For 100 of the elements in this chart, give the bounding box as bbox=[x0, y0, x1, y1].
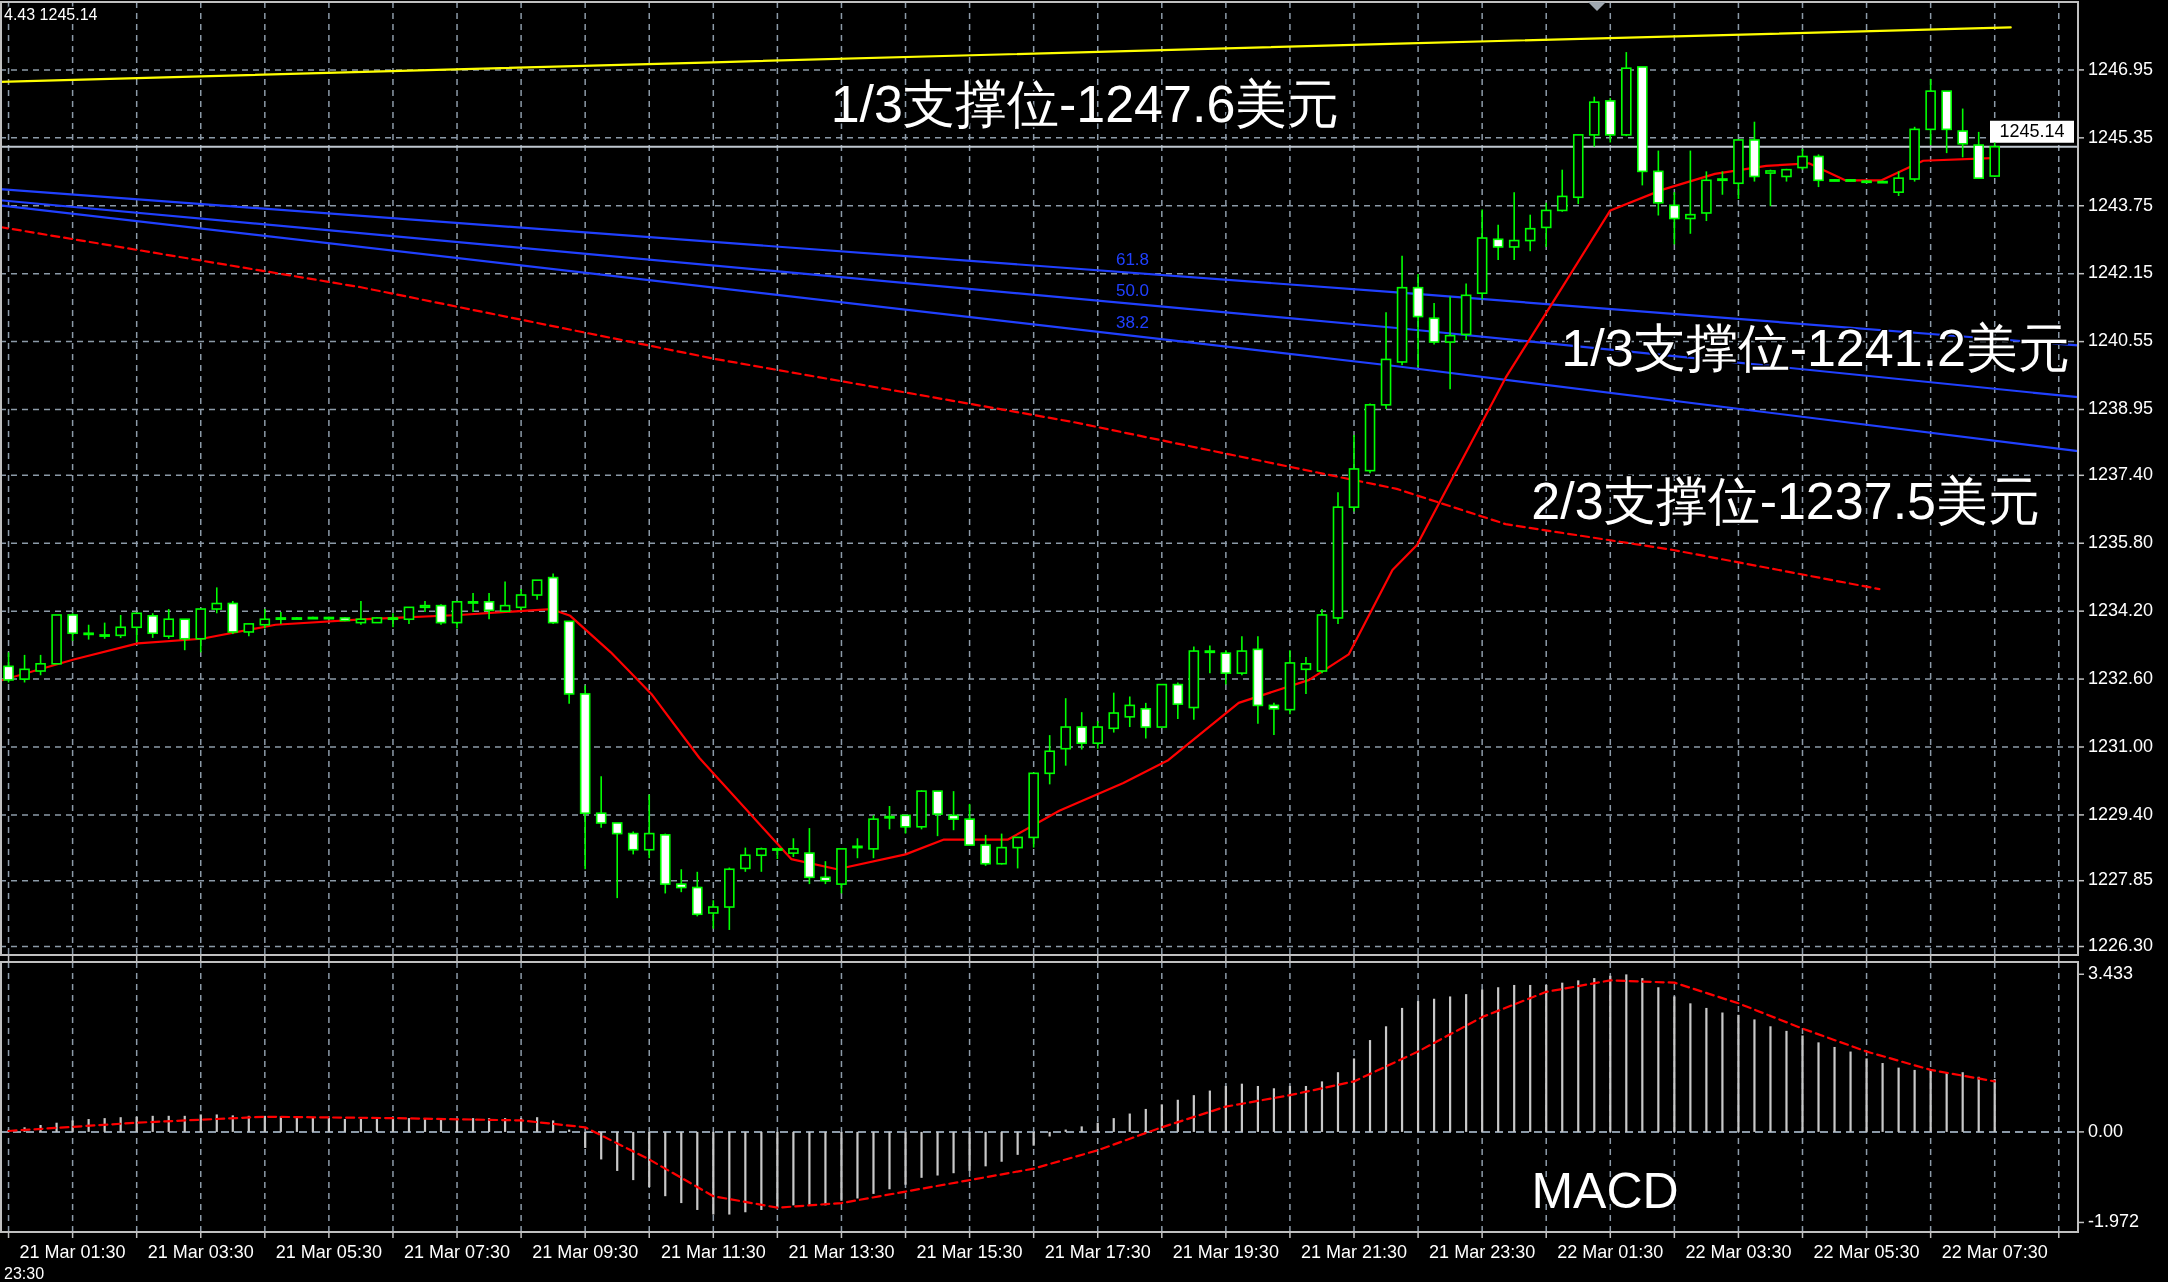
bar bbox=[1673, 996, 1676, 1132]
bar bbox=[1080, 1126, 1083, 1132]
annotation: MACD bbox=[1531, 1163, 1679, 1219]
y-tick-label: 1229.40 bbox=[2088, 803, 2154, 824]
bar bbox=[1641, 978, 1644, 1132]
candlestick bbox=[900, 814, 911, 835]
bar bbox=[1497, 987, 1500, 1132]
y-tick-label: 1242.15 bbox=[2088, 262, 2154, 283]
candlestick bbox=[1444, 295, 1456, 390]
candlestick bbox=[1012, 836, 1023, 870]
candlestick bbox=[275, 611, 287, 625]
y-tick-label: 1238.95 bbox=[2088, 398, 2154, 419]
candlestick bbox=[980, 834, 991, 867]
bar bbox=[904, 1131, 907, 1185]
y-tick-label: 0.00 bbox=[2088, 1120, 2124, 1141]
candlestick bbox=[627, 830, 639, 856]
bar bbox=[728, 1131, 731, 1215]
x-tick-label: 22 Mar 05:30 bbox=[1813, 1242, 1920, 1262]
bar bbox=[824, 1131, 827, 1206]
x-tick-label: 21 Mar 09:30 bbox=[532, 1242, 639, 1262]
bar bbox=[1929, 1069, 1932, 1132]
candlestick bbox=[1813, 153, 1824, 188]
candlestick bbox=[611, 822, 623, 899]
y-tick-label: 3.433 bbox=[2088, 963, 2134, 984]
candlestick bbox=[3, 651, 14, 684]
candlestick bbox=[179, 618, 191, 652]
bar bbox=[1272, 1088, 1276, 1132]
bar bbox=[1336, 1072, 1340, 1132]
candlestick bbox=[1765, 168, 1776, 207]
candlestick bbox=[948, 790, 959, 831]
bar bbox=[327, 1118, 330, 1132]
candlestick bbox=[932, 790, 943, 837]
candlestick bbox=[163, 608, 175, 640]
candlestick bbox=[499, 580, 511, 613]
bar bbox=[263, 1115, 266, 1132]
bar bbox=[936, 1131, 939, 1176]
candlestick bbox=[1893, 170, 1904, 197]
bar bbox=[1753, 1019, 1756, 1132]
y-tick-label: 1232.60 bbox=[2088, 667, 2154, 688]
bar bbox=[1769, 1026, 1772, 1132]
candlestick bbox=[67, 612, 78, 642]
candlestick bbox=[1044, 734, 1055, 786]
x-tick-label: 22 Mar 07:30 bbox=[1941, 1242, 2048, 1262]
candlestick bbox=[1685, 149, 1696, 235]
y-tick-label: -1.972 bbox=[2088, 1211, 2140, 1232]
bar bbox=[872, 1131, 875, 1194]
candlestick bbox=[708, 899, 719, 930]
y-tick-label: 1227.85 bbox=[2088, 869, 2154, 890]
bar bbox=[1785, 1030, 1788, 1132]
candlestick bbox=[147, 612, 158, 639]
bar bbox=[1208, 1090, 1211, 1132]
candlestick bbox=[467, 592, 479, 613]
candlestick bbox=[788, 837, 799, 858]
candlestick bbox=[1556, 168, 1568, 213]
bar bbox=[199, 1114, 202, 1132]
bar bbox=[1465, 994, 1468, 1132]
bar bbox=[359, 1119, 363, 1132]
bar bbox=[1737, 1014, 1740, 1132]
candlestick bbox=[1204, 644, 1216, 674]
candlestick bbox=[1092, 720, 1104, 750]
series-label: 38.2 bbox=[1115, 312, 1150, 332]
candlestick bbox=[1236, 635, 1248, 677]
bar bbox=[1897, 1067, 1900, 1132]
candlestick bbox=[387, 612, 399, 629]
candlestick bbox=[1524, 213, 1536, 252]
bar bbox=[1961, 1072, 1964, 1132]
series-label: 61.8 bbox=[1115, 249, 1150, 269]
bar bbox=[1032, 1131, 1035, 1146]
x-tick-label: 21 Mar 21:30 bbox=[1300, 1242, 1408, 1262]
candlestick bbox=[1300, 656, 1312, 695]
candlestick bbox=[1717, 170, 1728, 196]
annotation: 4.43 1245.14 bbox=[4, 6, 98, 23]
ref-line-label: 1245.14 bbox=[1999, 120, 2065, 141]
x-tick-label: 22 Mar 01:30 bbox=[1557, 1242, 1664, 1262]
candlestick bbox=[1428, 302, 1440, 346]
candlestick bbox=[355, 600, 367, 626]
bar bbox=[1128, 1113, 1131, 1132]
bar bbox=[584, 1131, 587, 1148]
text: 23:30 bbox=[4, 1265, 45, 1282]
candlestick bbox=[820, 860, 831, 885]
x-tick-label: 21 Mar 07:30 bbox=[403, 1242, 511, 1262]
bar bbox=[808, 1131, 811, 1206]
candlestick bbox=[756, 846, 767, 873]
candlestick bbox=[1957, 107, 1968, 159]
y-tick-label: 1231.00 bbox=[2088, 735, 2154, 756]
x-tick-label: 21 Mar 05:30 bbox=[275, 1242, 382, 1262]
candlestick bbox=[1140, 702, 1152, 740]
bar bbox=[1112, 1118, 1115, 1132]
candlestick bbox=[595, 775, 607, 829]
bar bbox=[375, 1119, 379, 1132]
y-tick-label: 1245.35 bbox=[2088, 126, 2154, 147]
bar bbox=[1849, 1051, 1852, 1132]
bar bbox=[1657, 987, 1660, 1132]
candlestick bbox=[1508, 191, 1520, 261]
bar bbox=[840, 1131, 843, 1201]
bar bbox=[1913, 1069, 1916, 1132]
candlestick bbox=[1108, 691, 1120, 734]
y-tick-label: 1234.20 bbox=[2088, 599, 2154, 620]
bar bbox=[1593, 978, 1596, 1132]
candlestick bbox=[1540, 201, 1552, 248]
